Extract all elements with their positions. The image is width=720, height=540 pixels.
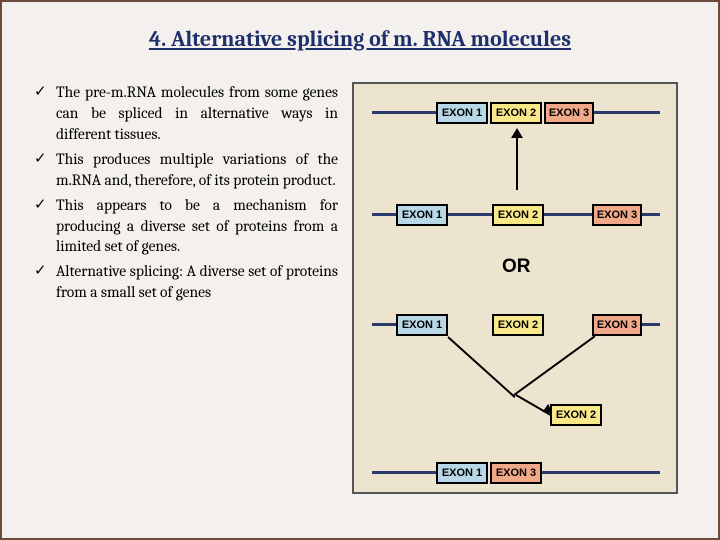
bullet-item: ✓ The pre-m.RNA molecules from some gene…	[34, 82, 338, 145]
arrow-up	[516, 134, 518, 190]
exon3-box: EXON 3	[544, 102, 594, 124]
content-row: ✓ The pre-m.RNA molecules from some gene…	[30, 82, 690, 494]
bullet-text: Alternative splicing: A diverse set of p…	[56, 261, 338, 303]
exon1-box: EXON 1	[396, 314, 448, 336]
splice-line	[513, 335, 595, 395]
check-icon: ✓	[34, 261, 56, 303]
check-icon: ✓	[34, 149, 56, 191]
rna-line	[372, 471, 436, 474]
exon3-box: EXON 3	[490, 462, 542, 484]
splice-line	[447, 336, 515, 398]
exon2-removed-box: EXON 2	[550, 404, 602, 426]
rna-line	[372, 111, 436, 114]
exon2-box: EXON 2	[490, 102, 542, 124]
splicing-diagram: EXON 1 EXON 2 EXON 3 EXON 1 EXON 2 EXON …	[352, 82, 678, 494]
exon1-box: EXON 1	[396, 204, 448, 226]
bullet-text: This appears to be a mechanism for produ…	[56, 195, 338, 258]
bullet-item: ✓ This appears to be a mechanism for pro…	[34, 195, 338, 258]
exon3-box: EXON 3	[592, 204, 642, 226]
bullet-item: ✓ This produces multiple variations of t…	[34, 149, 338, 191]
bullet-text: The pre-m.RNA molecules from some genes …	[56, 82, 338, 145]
arrow-head-icon	[511, 128, 523, 138]
exon2-box: EXON 2	[492, 204, 544, 226]
rna-line	[594, 111, 660, 114]
bullet-text: This produces multiple variations of the…	[56, 149, 338, 191]
rna-line	[542, 471, 660, 474]
check-icon: ✓	[34, 82, 56, 145]
exon3-box: EXON 3	[592, 314, 642, 336]
check-icon: ✓	[34, 195, 56, 258]
exon1-box: EXON 1	[436, 462, 488, 484]
or-label: OR	[502, 256, 531, 278]
bullet-item: ✓ Alternative splicing: A diverse set of…	[34, 261, 338, 303]
exon2-box: EXON 2	[492, 314, 544, 336]
bullet-list: ✓ The pre-m.RNA molecules from some gene…	[30, 82, 338, 494]
exon1-box: EXON 1	[436, 102, 488, 124]
slide-title: 4. Alternative splicing of m. RNA molecu…	[30, 26, 690, 52]
